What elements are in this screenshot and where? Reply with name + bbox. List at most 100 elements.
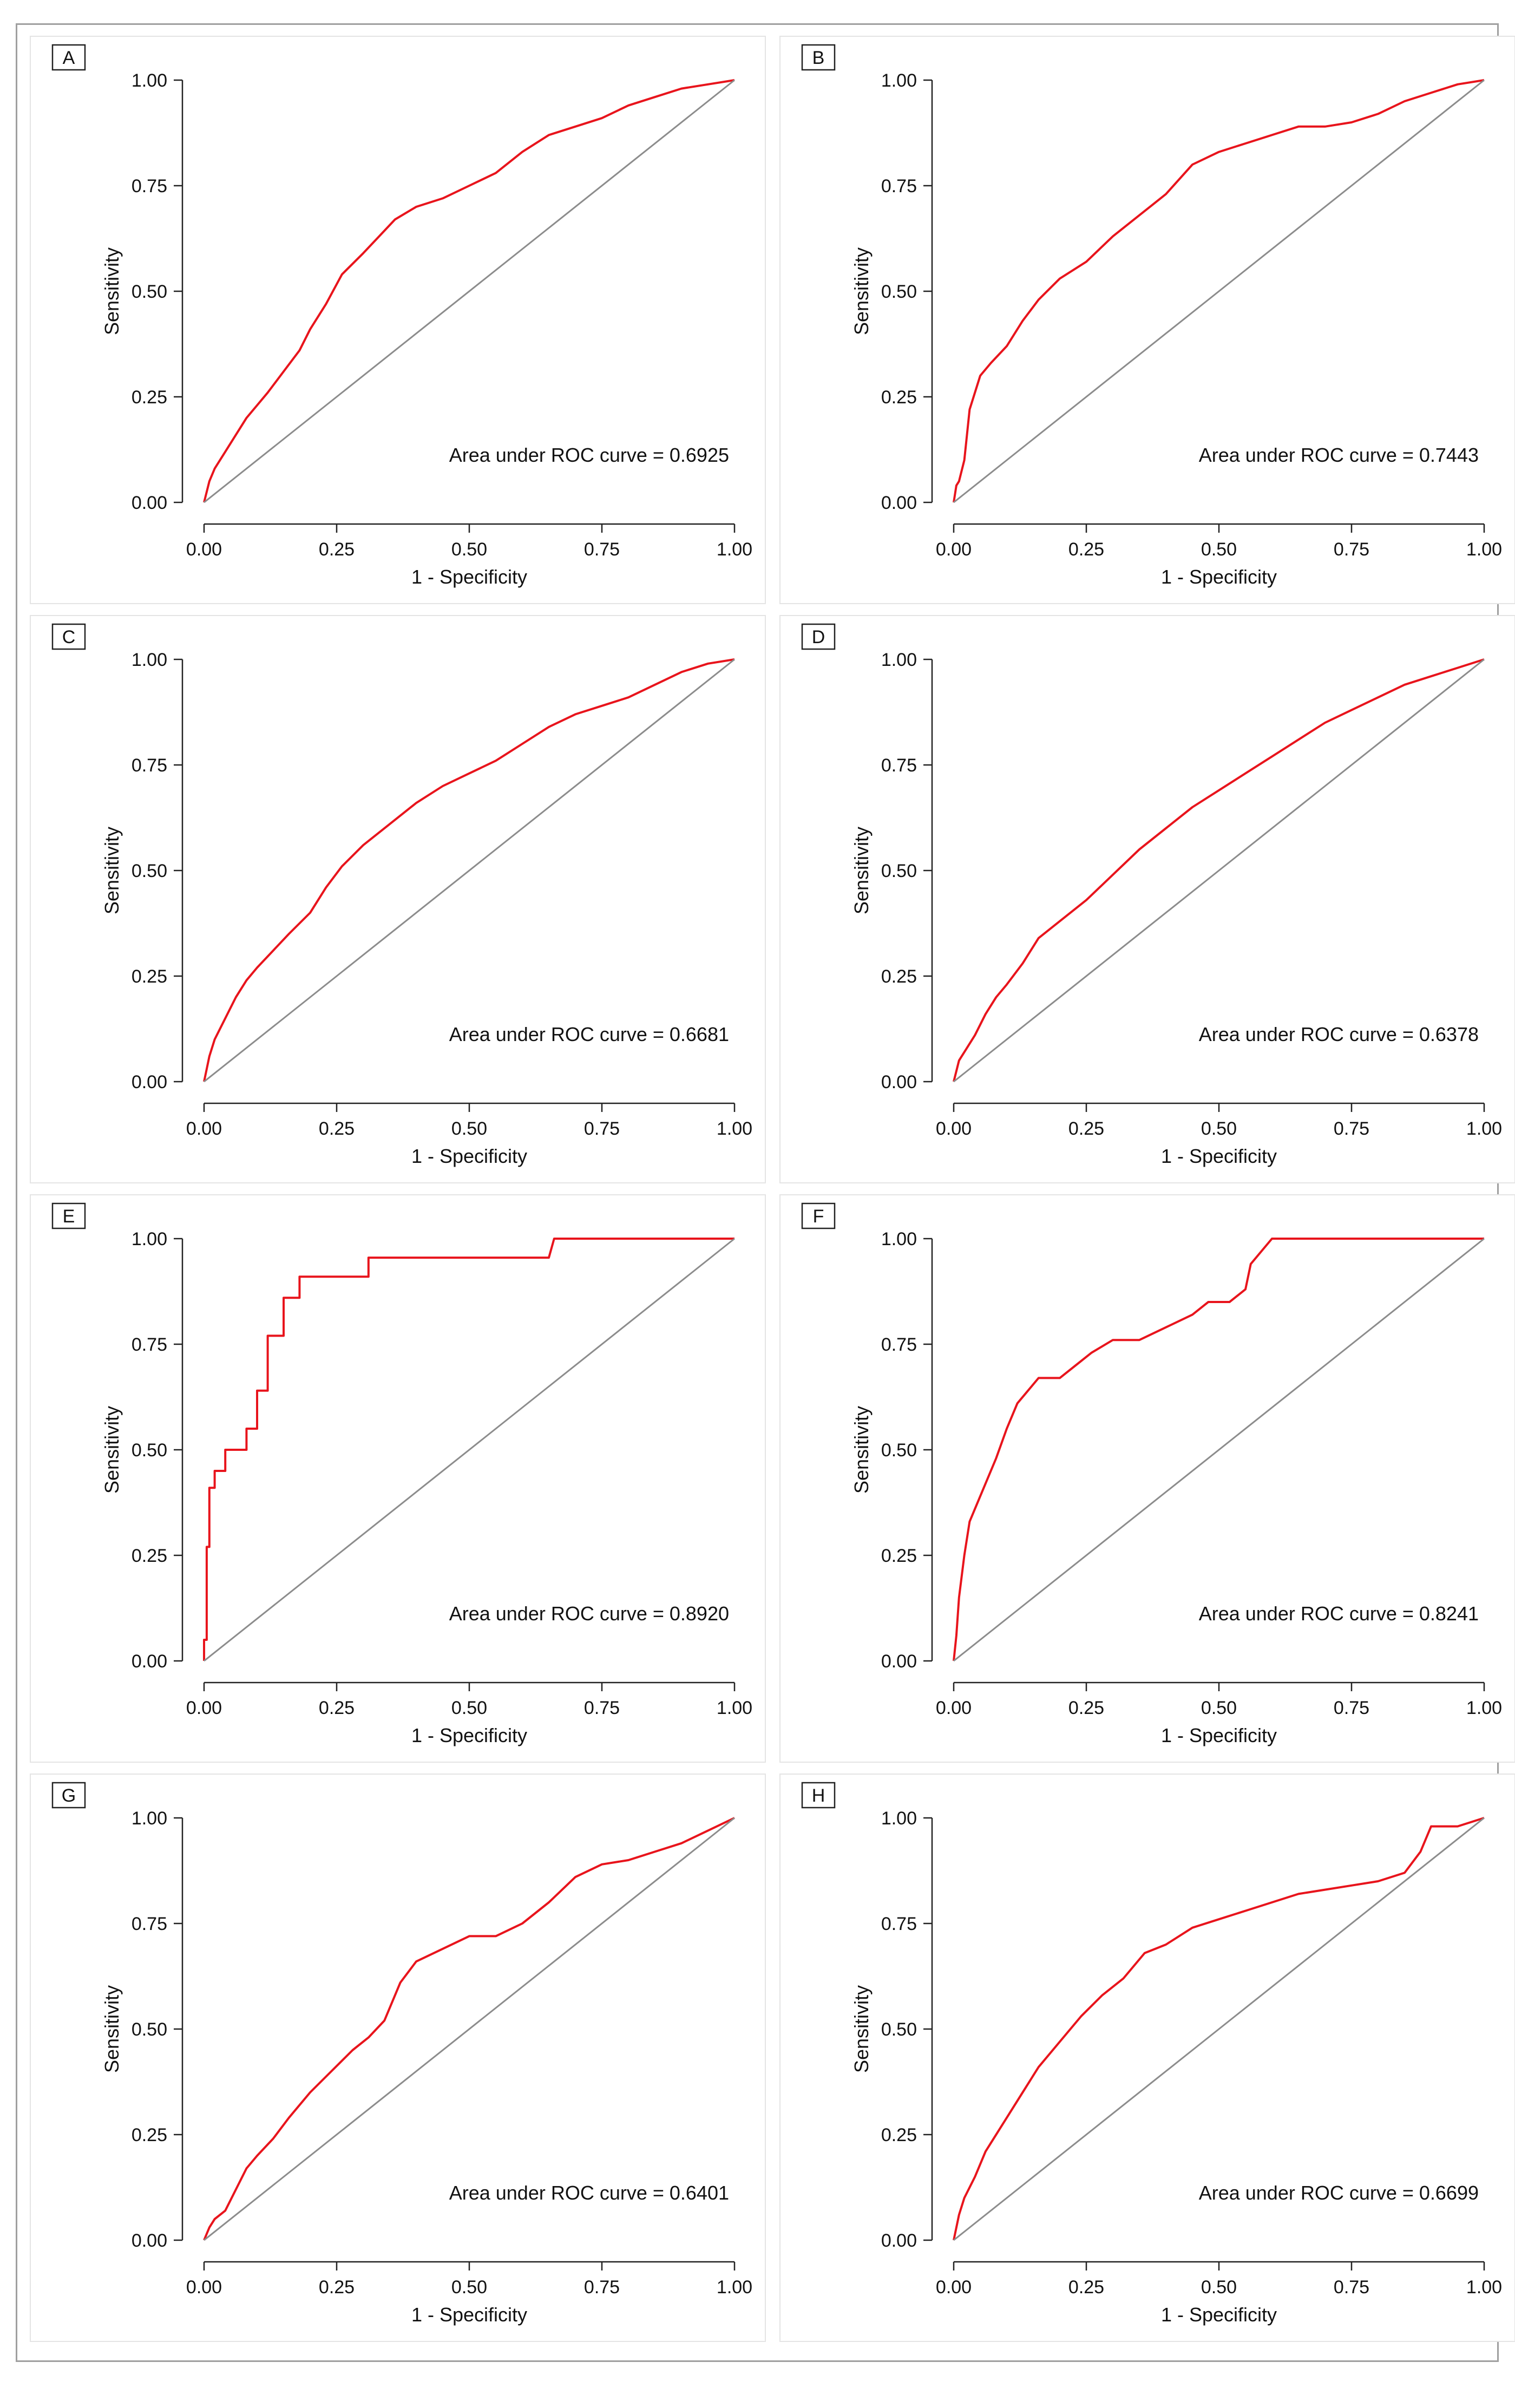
x-tick-label: 1.00 [1466,2277,1502,2298]
y-tick-label: 0.75 [881,755,917,776]
x-tick-label: 1.00 [1466,1698,1502,1718]
roc-curve-line [953,658,1485,1082]
x-axis-title: 1 - Specificity [1161,1724,1277,1746]
x-tick-label: 0.50 [1201,1118,1237,1139]
x-tick-label: 0.50 [451,1698,487,1718]
x-tick-label: 0.00 [186,1698,222,1718]
y-tick-label: 0.00 [132,1072,167,1092]
x-tick-label: 1.00 [717,1698,752,1718]
y-tick-label: 0.25 [132,1546,167,1566]
reference-diagonal-line [204,79,735,503]
reference-diagonal-line [953,79,1485,503]
x-tick-label: 0.50 [451,1118,487,1139]
x-tick-label: 0.25 [1068,1118,1104,1139]
y-axis-title: Sensitivity [850,1985,873,2073]
x-tick-label: 0.00 [936,1118,972,1139]
panel-letter: F [813,1206,824,1227]
roc-chart-g: G 0.00 0.25 0.50 0.75 1.00 0.00 0.25 0.50 0.75 1.0… [51,1782,752,2326]
y-axis-title: Sensitivity [101,1406,123,1494]
figure-frame: A 0.00 0.25 0.50 0.75 1.00 0.00 0.25 0.50 0.75 1.0… [16,23,1515,2362]
y-tick-label: 0.50 [881,282,917,302]
x-axis-title: 1 - Specificity [1161,1145,1277,1167]
y-axis-title: Sensitivity [850,827,873,914]
y-tick-label: 0.50 [132,861,167,881]
x-tick-label: 0.75 [584,2277,620,2298]
y-tick-label: 0.00 [881,1651,917,1672]
auc-annotation: Area under ROC curve = 0.8241 [1199,1602,1479,1625]
x-tick-label: 0.00 [186,539,222,560]
y-tick-label: 0.00 [881,2230,917,2251]
panel-letter: D [812,627,825,647]
x-tick-label: 0.75 [1334,1698,1369,1718]
roc-curve-line [203,658,735,1082]
x-tick-label: 0.25 [1068,1698,1104,1718]
roc-panel-c: C 0.00 0.25 0.50 0.75 1.00 0.00 0.25 0.50 0.75 1.0… [30,615,766,1183]
y-tick-label: 1.00 [132,70,167,91]
y-tick-label: 0.50 [132,1440,167,1461]
y-tick-label: 0.00 [132,493,167,513]
y-axis-title: Sensitivity [101,247,123,335]
y-tick-label: 0.25 [881,966,917,987]
y-tick-label: 0.50 [132,282,167,302]
y-tick-label: 0.25 [881,1546,917,1566]
panel-letter-box [801,1782,836,1809]
y-tick-label: 0.75 [132,1334,167,1355]
panel-letter-box [801,623,836,650]
panel-letter-box [801,44,836,71]
x-axis-title: 1 - Specificity [411,1145,527,1167]
panel-letter-box [801,1202,836,1229]
y-tick-label: 0.25 [132,966,167,987]
reference-diagonal-line [953,1817,1485,2241]
roc-panel-g: G 0.00 0.25 0.50 0.75 1.00 0.00 0.25 0.50 0.75 1.0… [30,1774,766,2342]
reference-diagonal-line [953,1238,1485,1662]
y-tick-label: 1.00 [881,1229,917,1249]
roc-panel-d: D 0.00 0.25 0.50 0.75 1.00 0.00 0.25 0.50 0.75 1.0… [779,615,1515,1183]
x-tick-label: 0.75 [1334,2277,1369,2298]
roc-panel-b: B 0.00 0.25 0.50 0.75 1.00 0.00 0.25 0.50 0.75 1.0… [779,36,1515,604]
roc-curve-line [203,1238,734,1661]
reference-diagonal-line [204,1817,735,2241]
y-axis-title: Sensitivity [850,247,873,335]
roc-curve-line [953,1817,1485,2241]
roc-curve-line [953,1238,1484,1661]
y-tick-label: 0.50 [881,861,917,881]
y-tick-label: 0.75 [132,176,167,197]
auc-annotation: Area under ROC curve = 0.6699 [1199,2182,1479,2204]
roc-chart-d: D 0.00 0.25 0.50 0.75 1.00 0.00 0.25 0.50 0.75 1.0… [801,623,1502,1167]
y-tick-label: 1.00 [881,650,917,670]
y-tick-label: 0.25 [132,2125,167,2145]
x-tick-label: 0.75 [584,539,620,560]
x-axis-title: 1 - Specificity [1161,2304,1277,2326]
x-tick-label: 0.50 [1201,2277,1237,2298]
y-axis-title: Sensitivity [101,827,123,914]
x-tick-label: 0.25 [319,539,355,560]
x-tick-label: 0.25 [1068,2277,1104,2298]
y-tick-label: 0.25 [132,387,167,408]
panel-letter: A [63,48,75,68]
x-tick-label: 0.00 [186,2277,222,2298]
y-tick-label: 1.00 [881,1808,917,1829]
roc-chart-e: E 0.00 0.25 0.50 0.75 1.00 0.00 0.25 0.50 0.75 1.0… [51,1202,752,1746]
roc-chart-h: H 0.00 0.25 0.50 0.75 1.00 0.00 0.25 0.50 0.75 1.0… [801,1782,1502,2326]
roc-panel-h: H 0.00 0.25 0.50 0.75 1.00 0.00 0.25 0.50 0.75 1.0… [779,1774,1515,2342]
x-tick-label: 1.00 [717,2277,752,2298]
y-tick-label: 1.00 [132,1808,167,1829]
x-tick-label: 1.00 [1466,1118,1502,1139]
y-tick-label: 0.25 [881,2125,917,2145]
y-axis-title: Sensitivity [850,1406,873,1494]
x-tick-label: 0.75 [1334,1118,1369,1139]
roc-curve-line [203,79,735,503]
auc-annotation: Area under ROC curve = 0.6925 [449,444,729,466]
panel-letter: C [62,627,76,647]
y-tick-label: 0.75 [881,176,917,197]
reference-diagonal-line [953,658,1485,1083]
y-tick-label: 1.00 [132,650,167,670]
x-tick-label: 0.00 [186,1118,222,1139]
x-tick-label: 0.25 [319,1118,355,1139]
y-tick-label: 1.00 [132,1229,167,1249]
x-axis-title: 1 - Specificity [411,1724,527,1746]
x-axis-title: 1 - Specificity [411,2304,527,2326]
x-tick-label: 0.50 [451,2277,487,2298]
roc-panel-a: A 0.00 0.25 0.50 0.75 1.00 0.00 0.25 0.50 0.75 1.0… [30,36,766,604]
x-tick-label: 0.75 [584,1118,620,1139]
